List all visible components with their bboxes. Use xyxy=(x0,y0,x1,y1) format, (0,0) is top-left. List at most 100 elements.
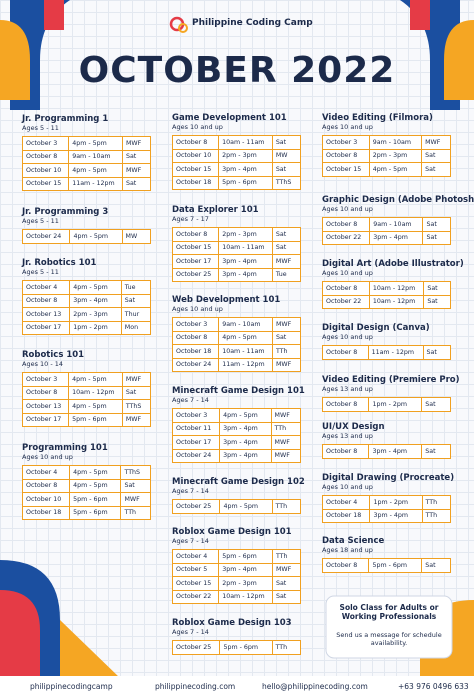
schedule-cell: MWF xyxy=(121,163,152,178)
schedule-cell: MWF xyxy=(120,492,151,507)
schedule-cell: Tue xyxy=(120,280,152,295)
schedule-cell: 10am - 12pm xyxy=(68,385,123,400)
course-title: Robotics 101 xyxy=(22,350,85,360)
schedule-cell: MW xyxy=(271,148,302,163)
schedule-cell: Sat xyxy=(421,162,451,177)
schedule-table: October 4 5pm - 6pm TTh October 5 3pm - 4pm M… xyxy=(171,549,302,604)
promo-title: Solo Class for Adults or Working Profess… xyxy=(339,603,439,621)
course-ages: Ages 10 and up xyxy=(322,483,373,491)
schedule-table: October 8 2pm - 3pm Sat October 15 10am - 11… xyxy=(171,227,302,282)
schedule-cell: Sat xyxy=(421,558,451,573)
schedule-row: October 8 2pm - 3pm Sat xyxy=(171,227,302,242)
schedule-cell: October 25 xyxy=(171,640,221,655)
course-title: Data Explorer 101 xyxy=(172,205,259,215)
schedule-row: October 8 3pm - 4pm Sat xyxy=(321,444,451,459)
schedule-row: October 22 10am - 12pm Sat xyxy=(171,589,302,604)
schedule-cell: 9am - 10am xyxy=(218,317,273,332)
course-title: Game Development 101 xyxy=(172,113,287,123)
schedule-table: October 8 10am - 11am Sat October 10 2pm - 3… xyxy=(171,135,302,190)
schedule-cell: October 4 xyxy=(321,495,371,510)
schedule-row: October 4 5pm - 6pm TTh xyxy=(171,549,302,564)
schedule-cell: October 4 xyxy=(21,465,71,480)
schedule-cell: 5pm - 6pm xyxy=(68,412,123,427)
course-ages: Ages 13 and up xyxy=(322,432,373,440)
schedule-table: October 4 1pm - 2pm TTh October 18 3pm - 4pm… xyxy=(321,495,452,523)
schedule-cell: 11am - 12pm xyxy=(218,357,273,372)
schedule-cell: October 18 xyxy=(171,175,220,190)
course-ages: Ages 10 and up xyxy=(172,305,223,313)
schedule-cell: October 3 xyxy=(171,317,220,332)
schedule-row: October 17 3pm - 4pm MWF xyxy=(171,435,302,450)
schedule-cell: Sat xyxy=(423,281,451,296)
schedule-cell: October 3 xyxy=(21,136,70,151)
schedule-cell: Tue xyxy=(271,267,302,282)
course-title: Digital Design (Canva) xyxy=(322,323,430,333)
schedule-cell: TTh xyxy=(271,640,302,655)
course-title: Data Science xyxy=(322,536,385,546)
social: philippinecodingcamp xyxy=(30,682,113,691)
schedule-cell: Sat xyxy=(271,227,302,242)
schedule-cell: TTh xyxy=(421,495,452,510)
schedule-cell: 3pm - 4pm xyxy=(369,230,424,245)
schedule-cell: 3pm - 4pm xyxy=(69,293,122,308)
course-title: Minecraft Game Design 101 xyxy=(172,386,305,396)
schedule-cell: TTh xyxy=(120,505,151,520)
schedule-table: October 3 9am - 10am MWF October 8 4pm - 5pm… xyxy=(171,317,302,372)
schedule-row: October 15 2pm - 3pm Sat xyxy=(171,576,302,591)
schedule-table: October 8 9am - 10am Sat October 22 3pm - 4p… xyxy=(321,217,451,245)
schedule-cell: MWF xyxy=(271,317,302,332)
schedule-row: October 13 2pm - 3pm Thur xyxy=(21,307,152,322)
schedule-cell: Mon xyxy=(120,320,152,335)
schedule-cell: Sat xyxy=(421,148,451,163)
schedule-cell: Thur xyxy=(120,307,152,322)
schedule-cell: 10am - 11am xyxy=(218,240,273,255)
schedule-cell: October 8 xyxy=(322,345,369,360)
schedule-table: October 3 4pm - 5pm MWF October 11 3pm - 4pm… xyxy=(171,408,302,463)
schedule-cell: Sat xyxy=(421,444,451,459)
schedule-row: October 24 4pm - 5pm MW xyxy=(21,229,152,244)
schedule-cell: October 8 xyxy=(321,397,370,412)
schedule-cell: MW xyxy=(121,229,152,244)
schedule-cell: Sat xyxy=(120,478,151,493)
schedule-cell: TThS xyxy=(271,175,302,190)
schedule-cell: 1pm - 2pm xyxy=(69,320,122,335)
brand: Philippine Coding Camp xyxy=(192,18,313,28)
course-ages: Ages 5 - 11 xyxy=(22,268,59,276)
course-ages: Ages 5 - 11 xyxy=(22,124,59,132)
schedule-cell: 9am - 10am xyxy=(68,149,123,164)
schedule-row: October 11 3pm - 4pm TTh xyxy=(171,421,302,436)
schedule-cell: TTh xyxy=(270,421,302,436)
course-title: Jr. Robotics 101 xyxy=(22,258,97,268)
schedule-cell: October 3 xyxy=(21,372,70,387)
schedule-row: October 5 3pm - 4pm MWF xyxy=(171,562,302,577)
schedule-cell: TThS xyxy=(120,465,151,480)
schedule-row: October 8 10am - 12pm Sat xyxy=(322,281,451,296)
schedule-cell: 4pm - 5pm xyxy=(68,372,123,387)
schedule-cell: October 8 xyxy=(321,444,370,459)
schedule-cell: October 17 xyxy=(21,320,71,335)
schedule-row: October 8 4pm - 5pm Sat xyxy=(171,330,302,345)
schedule-cell: 1pm - 2pm xyxy=(369,495,423,510)
schedule-cell: 3pm - 4pm xyxy=(218,254,273,269)
schedule-cell: 4pm - 5pm xyxy=(68,163,123,178)
schedule-table: October 8 3pm - 4pm Sat xyxy=(321,444,451,459)
schedule-cell: Sat xyxy=(120,293,152,308)
schedule-cell: MWF xyxy=(270,435,302,450)
schedule-cell: October 15 xyxy=(171,576,220,591)
schedule-table: October 25 5pm - 6pm TTh xyxy=(171,640,302,655)
schedule-cell: MWF xyxy=(421,135,451,150)
schedule-cell: October 8 xyxy=(21,149,70,164)
course-ages: Ages 7 - 14 xyxy=(172,396,209,404)
course-ages: Ages 7 - 14 xyxy=(172,628,209,636)
schedule-row: October 4 1pm - 2pm TTh xyxy=(321,495,452,510)
schedule-cell: October 24 xyxy=(171,357,220,372)
schedule-cell: October 15 xyxy=(171,162,220,177)
schedule-cell: October 8 xyxy=(322,148,370,163)
course-ages: Ages 10 and up xyxy=(322,333,373,341)
schedule-table: October 8 10am - 12pm Sat October 22 10am - … xyxy=(322,281,451,309)
course-title: Roblox Game Design 101 xyxy=(172,527,292,537)
schedule-cell: TThS xyxy=(121,399,152,414)
promo-text: Send us a message for schedule availabil… xyxy=(336,631,442,647)
